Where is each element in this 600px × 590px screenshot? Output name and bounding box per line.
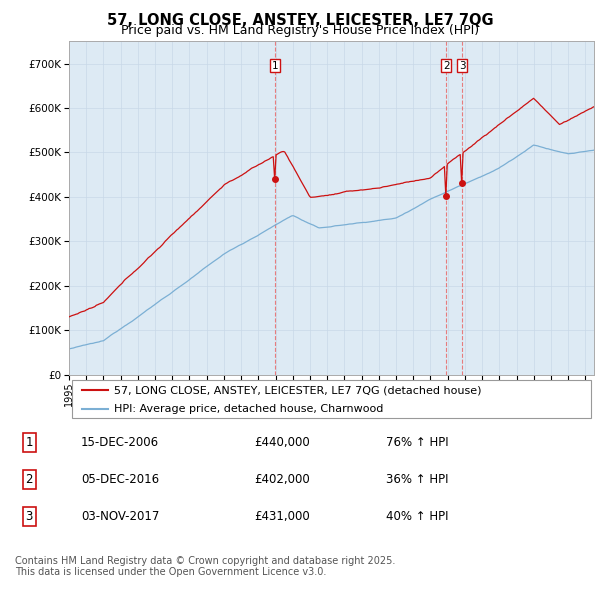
- Text: HPI: Average price, detached house, Charnwood: HPI: Average price, detached house, Char…: [113, 404, 383, 414]
- Text: £402,000: £402,000: [254, 473, 310, 486]
- Text: 76% ↑ HPI: 76% ↑ HPI: [386, 436, 449, 449]
- Text: 15-DEC-2006: 15-DEC-2006: [81, 436, 159, 449]
- Text: 1: 1: [272, 61, 278, 71]
- FancyBboxPatch shape: [71, 381, 592, 418]
- Text: 57, LONG CLOSE, ANSTEY, LEICESTER, LE7 7QG: 57, LONG CLOSE, ANSTEY, LEICESTER, LE7 7…: [107, 13, 493, 28]
- Text: 57, LONG CLOSE, ANSTEY, LEICESTER, LE7 7QG (detached house): 57, LONG CLOSE, ANSTEY, LEICESTER, LE7 7…: [113, 385, 481, 395]
- Text: Contains HM Land Registry data © Crown copyright and database right 2025.
This d: Contains HM Land Registry data © Crown c…: [15, 556, 395, 578]
- Text: 2: 2: [443, 61, 449, 71]
- Text: £431,000: £431,000: [254, 510, 310, 523]
- Text: 36% ↑ HPI: 36% ↑ HPI: [386, 473, 449, 486]
- Text: 1: 1: [26, 436, 33, 449]
- Text: 40% ↑ HPI: 40% ↑ HPI: [386, 510, 449, 523]
- Text: 05-DEC-2016: 05-DEC-2016: [81, 473, 159, 486]
- Text: £440,000: £440,000: [254, 436, 310, 449]
- Text: 3: 3: [459, 61, 466, 71]
- Text: 2: 2: [26, 473, 33, 486]
- Text: Price paid vs. HM Land Registry's House Price Index (HPI): Price paid vs. HM Land Registry's House …: [121, 24, 479, 37]
- Text: 03-NOV-2017: 03-NOV-2017: [81, 510, 160, 523]
- Text: 3: 3: [26, 510, 33, 523]
